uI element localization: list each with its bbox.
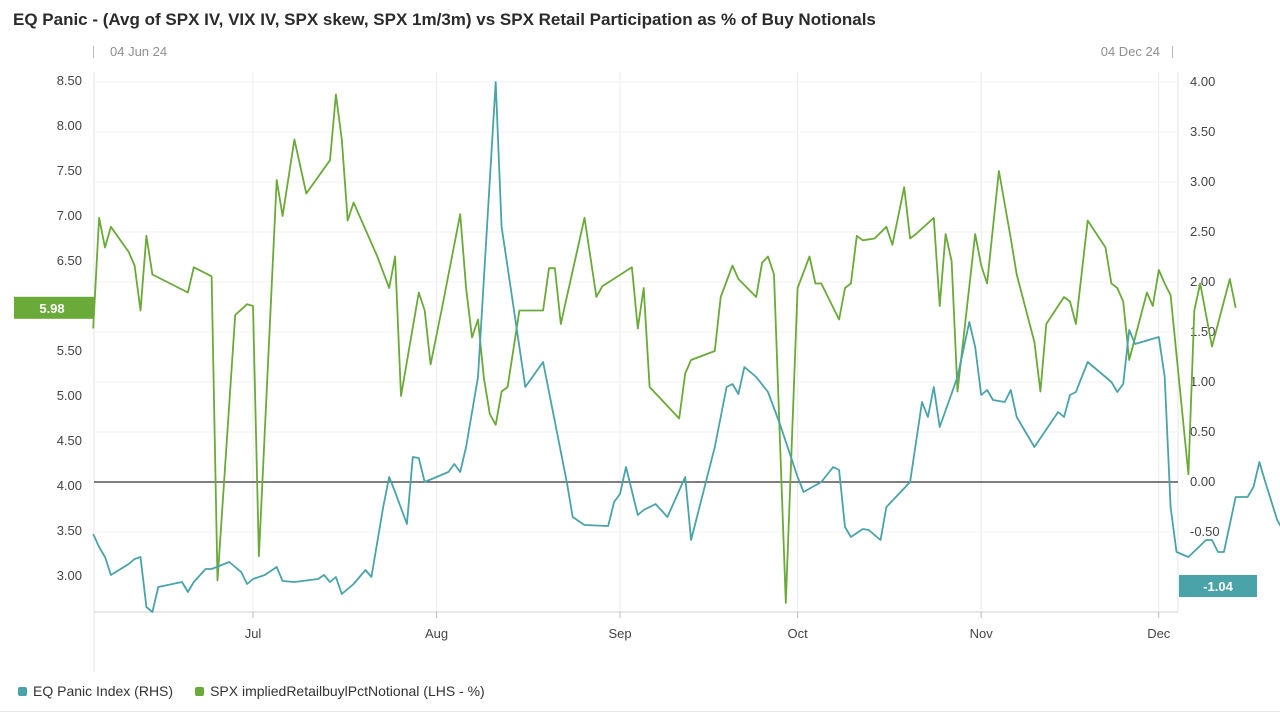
x-tick-label: Oct [788, 626, 809, 641]
right-tick-label: 2.00 [1190, 274, 1215, 289]
left-value-badge-text: 5.98 [39, 301, 64, 316]
x-tick-label: Dec [1147, 626, 1171, 641]
left-tick-label: 7.50 [57, 163, 82, 178]
grid-lines [93, 72, 1179, 672]
value-badges: 5.98 -1.04 [14, 296, 1257, 597]
right-tick-label: 0.50 [1190, 424, 1215, 439]
legend-swatch-retail [195, 686, 205, 696]
legend-swatch-panic [18, 686, 27, 696]
right-tick-label: 0.00 [1190, 474, 1215, 489]
x-tick-label: Aug [425, 626, 448, 641]
left-tick-label: 3.00 [57, 568, 82, 583]
series-line-panic [92, 81, 1280, 613]
footer-divider [0, 711, 1280, 712]
right-tick-label: 3.00 [1190, 174, 1215, 189]
left-value-badge [14, 296, 94, 319]
range-end-handle[interactable] [1172, 46, 1181, 58]
right-tick-label: -0.50 [1190, 524, 1220, 539]
left-tick-label: 8.00 [57, 118, 82, 133]
left-tick-label: 5.00 [57, 388, 82, 403]
legend-item-panic[interactable]: EQ Panic Index (RHS) [18, 683, 173, 699]
left-tick-label: 4.00 [57, 478, 82, 493]
right-tick-label: 3.50 [1190, 124, 1215, 139]
series-lines [92, 81, 1280, 613]
right-tick-label: 2.50 [1190, 224, 1215, 239]
left-tick-label: 8.50 [57, 73, 82, 88]
legend: EQ Panic Index (RHS) SPX impliedRetailbu… [18, 683, 485, 699]
legend-label-panic: EQ Panic Index (RHS) [33, 683, 174, 699]
right-value-badge [1179, 575, 1257, 597]
x-tick-label: Nov [970, 626, 994, 641]
right-value-badge-text: -1.04 [1203, 579, 1233, 594]
left-tick-label: 7.00 [57, 208, 82, 223]
range-end-label[interactable]: 04 Dec 24 [1100, 44, 1160, 59]
legend-label-retail: SPX impliedRetailbuylPctNotional (LHS - … [210, 683, 485, 699]
right-tick-label: 4.00 [1190, 74, 1215, 89]
chart-title: EQ Panic - (Avg of SPX IV, VIX IV, SPX s… [13, 10, 876, 29]
range-start-handle[interactable] [93, 46, 102, 58]
x-tick-label: Jul [245, 626, 262, 641]
x-tick-label: Sep [608, 626, 631, 641]
legend-item-retail[interactable]: SPX impliedRetailbuylPctNotional (LHS - … [195, 683, 485, 699]
left-tick-label: 4.50 [57, 433, 82, 448]
right-tick-label: 1.00 [1190, 374, 1215, 389]
left-tick-label: 5.50 [57, 343, 82, 358]
series-line-retail [92, 93, 1237, 604]
left-tick-label: 6.50 [57, 253, 82, 268]
range-start-label[interactable]: 04 Jun 24 [110, 44, 168, 59]
axes: Jul Aug Sep Oct Nov Dec 8.50 8.00 7.50 7.00 6.50 5.… [57, 73, 1220, 641]
left-tick-label: 3.50 [57, 523, 82, 538]
